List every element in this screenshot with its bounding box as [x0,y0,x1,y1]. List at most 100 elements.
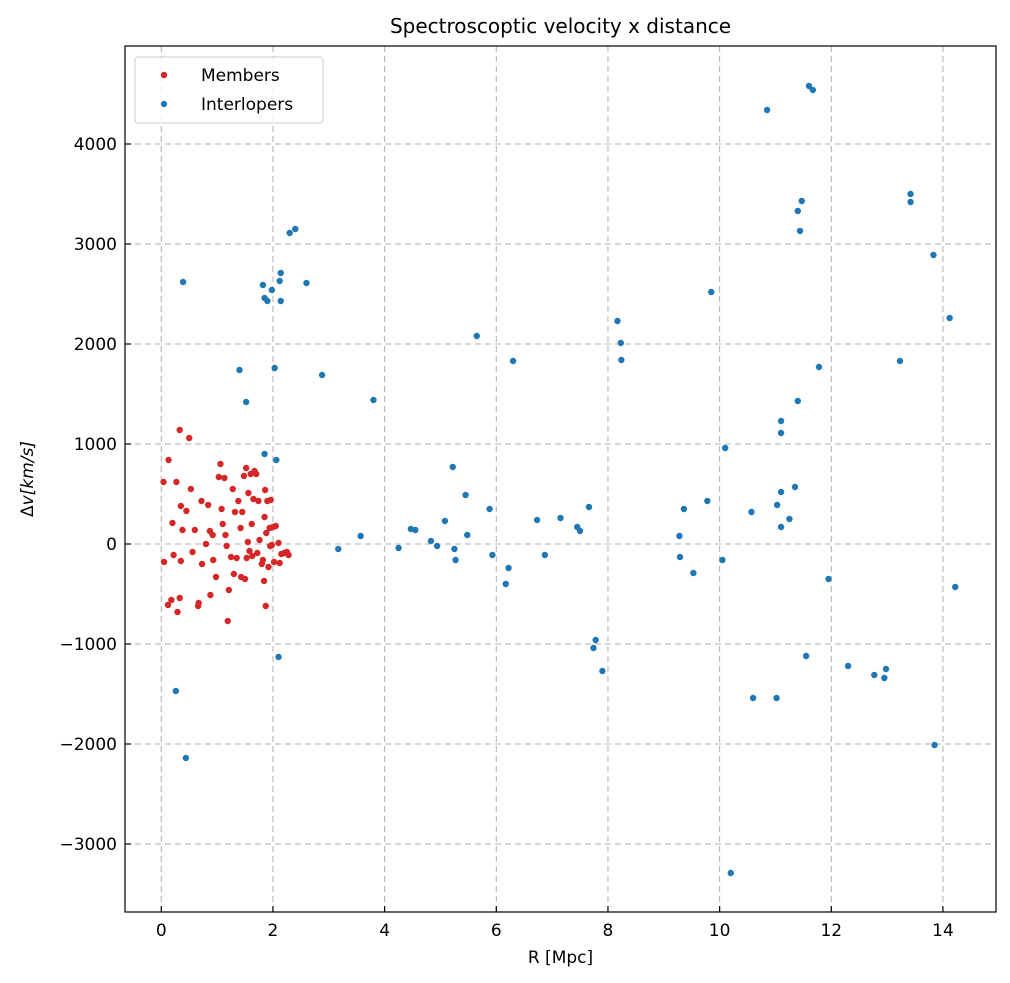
members-point [260,577,268,585]
interlopers-point [592,636,599,644]
interlopers-point [773,501,781,509]
interlopers-point [259,281,267,289]
interlopers-point [896,357,904,365]
interlopers-point [464,531,471,539]
interlopers-point [777,429,785,437]
interlopers-point [777,523,785,531]
interlopers-point [318,371,326,379]
interlopers-point [541,551,549,559]
members-point [179,526,186,534]
members-point [210,556,217,564]
members-point [227,553,235,561]
members-point [198,497,205,505]
y-tick-label: 3000 [74,235,117,255]
members-point [160,558,168,566]
legend-box [134,56,324,124]
members-point [245,489,252,497]
members-point [222,531,229,539]
interlopers-point [777,488,785,496]
members-point [173,478,180,486]
x-tick-label: 6 [491,921,502,941]
interlopers-point [599,667,606,675]
members-point [198,560,206,568]
members-point [235,497,242,505]
interlopers-point [473,332,480,340]
members-point [219,520,226,528]
interlopers-point [680,505,688,513]
interlopers-point [704,497,711,505]
interlopers-point [303,279,310,287]
members-point [233,554,240,562]
interlopers-point [273,456,280,464]
members-point [191,526,198,534]
members-point [187,485,195,493]
y-tick-label: 1000 [74,435,117,455]
members-point [207,591,214,599]
interlopers-point [844,662,852,670]
y-axis-title-prefix: Δ [18,505,38,517]
interlopers-point [590,644,597,652]
interlopers-point [357,532,364,540]
interlopers-point [505,564,512,572]
members-point [266,542,274,550]
members-point [177,502,185,510]
x-tick-label: 0 [156,921,167,941]
members-point [168,596,175,604]
interlopers-point [502,580,509,588]
members-point [212,573,220,581]
x-tick-label: 14 [932,921,954,941]
members-point [189,548,196,556]
y-tick-label: −1000 [59,635,117,655]
interlopers-point [881,674,888,682]
interlopers-point [618,356,625,364]
x-tick-label: 2 [268,921,279,941]
interlopers-point [533,516,541,524]
interlopers-point [449,463,456,471]
members-point [202,540,210,548]
x-tick-label: 10 [709,921,731,941]
members-point [270,558,278,566]
interlopers-point [930,251,937,259]
interlopers-point [882,665,890,673]
interlopers-point [172,687,180,695]
interlopers-point [798,197,805,205]
members-point [186,434,193,442]
interlopers-point [815,363,823,371]
members-point [231,508,239,516]
y-tick-label: −3000 [59,835,117,855]
interlopers-point [617,339,624,347]
interlopers-point [794,397,801,405]
members-point [215,473,222,481]
y-axis-title: Δv[km/s] [18,441,38,517]
members-point [165,456,172,464]
interlopers-point [275,653,282,661]
interlopers-point [557,514,564,522]
interlopers-point [486,505,493,513]
y-tick-label: 2000 [74,335,117,355]
members-point [241,575,249,583]
members-point [249,552,256,560]
members-point [209,531,216,539]
interlopers-point [719,556,726,564]
members-point [164,601,172,609]
y-tick-label: 0 [106,535,117,555]
members-point [230,570,238,578]
interlopers-point [286,229,293,237]
interlopers-point [791,483,799,491]
members-point [253,470,260,478]
interlopers-point [451,545,458,553]
x-tick-label: 12 [820,921,842,941]
members-point [255,497,262,505]
members-point [250,495,257,503]
interlopers-point [690,569,697,577]
members-point [256,536,263,544]
interlopers-point [276,277,283,285]
members-point [218,505,225,513]
x-tick-label: 8 [603,921,614,941]
legend-label-interlopers: Interlopers [201,95,293,115]
chart-title: Spectroscoptic velocity x distance [390,14,731,38]
members-point [259,556,267,564]
members-point [204,501,212,509]
